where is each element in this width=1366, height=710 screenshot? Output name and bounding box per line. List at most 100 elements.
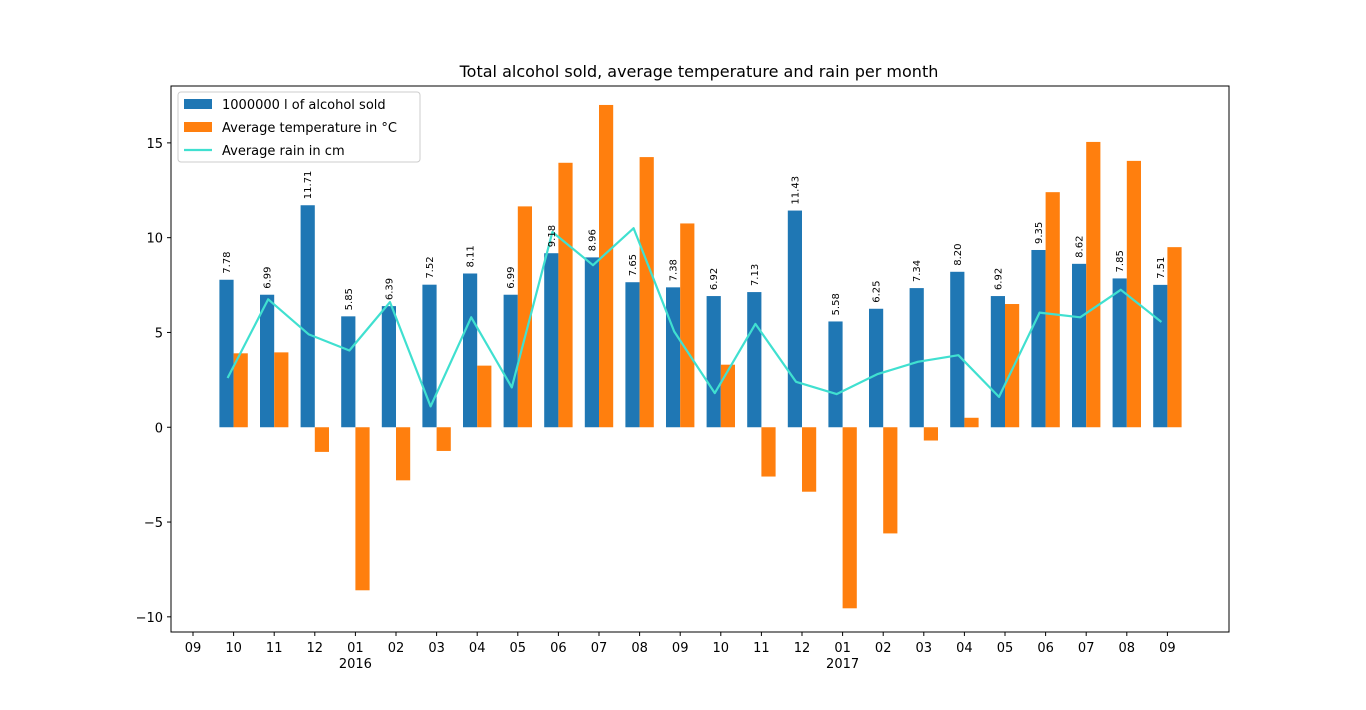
bar-alcohol (666, 287, 681, 428)
bar-temperature (396, 427, 411, 481)
bar-temperature (1005, 304, 1020, 428)
bar-alcohol (381, 306, 396, 428)
bar-alcohol (503, 294, 518, 428)
bar-alcohol (219, 279, 234, 428)
bar-alcohol (300, 205, 315, 428)
x-tick-label: 05 (997, 641, 1014, 656)
bar-alcohol (584, 257, 599, 428)
x-year-label: 2016 (339, 657, 372, 672)
x-tick-label: 08 (1119, 641, 1136, 656)
bars-alcohol (219, 205, 1168, 428)
bar-temperature (883, 427, 898, 534)
bar-value-label: 7.34 (912, 260, 923, 282)
bar-value-label: 7.13 (750, 264, 761, 286)
bar-alcohol (1072, 263, 1087, 428)
x-tick-label: 03 (916, 641, 933, 656)
bar-value-label: 9.18 (547, 225, 558, 247)
x-tick-label: 08 (631, 641, 648, 656)
bar-temperature (233, 353, 248, 428)
y-tick-label: 15 (146, 137, 163, 152)
rain-line-group (226, 227, 1163, 408)
bar-value-label: 8.11 (466, 245, 477, 267)
legend-label: Average temperature in °C (222, 121, 397, 136)
bar-alcohol (828, 321, 843, 428)
bar-temperature (680, 223, 695, 428)
x-tick-label: 05 (510, 641, 527, 656)
x-year-label: 2017 (826, 657, 859, 672)
bar-value-label: 8.20 (953, 244, 964, 266)
bar-alcohol (869, 308, 884, 428)
x-tick-label: 10 (225, 641, 242, 656)
bar-alcohol (260, 294, 275, 428)
bar-temperature (964, 417, 979, 428)
bar-temperature (720, 364, 735, 428)
bar-alcohol (1112, 278, 1127, 428)
bar-temperature (274, 352, 289, 428)
plot-area: 7.78 6.99 11.71 5.85 6.39 7.52 8.11 6.99 9.18 8.9… (219, 104, 1182, 609)
legend-swatch-alcohol (184, 99, 212, 109)
x-tick-label: 11 (266, 641, 283, 656)
bar-value-label: 6.92 (993, 268, 1004, 290)
bar-value-label: 6.92 (709, 268, 720, 290)
legend-swatch-temperature (184, 122, 212, 132)
bar-temperature (436, 427, 451, 451)
bar-value-label: 7.65 (628, 254, 639, 276)
bar-temperature (1045, 192, 1060, 428)
bar-alcohol (909, 288, 924, 428)
bar-alcohol (1031, 249, 1046, 428)
x-tick-label: 09 (1159, 641, 1176, 656)
bar-temperature (802, 427, 817, 492)
bar-value-label: 7.38 (669, 259, 680, 281)
x-tick-label: 03 (428, 641, 445, 656)
bar-temperature (1126, 160, 1141, 428)
bar-temperature (761, 427, 776, 477)
y-tick-label: 0 (155, 421, 163, 436)
y-tick-label: 10 (146, 232, 163, 247)
x-tick-label: 07 (591, 641, 608, 656)
bar-value-label: 7.51 (1156, 257, 1167, 279)
y-tick-label: −10 (136, 611, 163, 626)
bar-value-label: 7.78 (222, 251, 233, 273)
bar-alcohol (787, 210, 802, 428)
x-tick-label: 04 (956, 641, 973, 656)
y-tick-label: −5 (144, 516, 163, 531)
legend: 1000000 l of alcohol sold Average tempera… (177, 91, 421, 163)
bar-value-label: 8.62 (1075, 236, 1086, 258)
bar-value-label: 7.85 (1115, 250, 1126, 272)
bar-value-label: 5.85 (344, 288, 355, 310)
bar-value-label: 6.25 (872, 280, 883, 302)
bar-value-label: 11.71 (303, 171, 314, 200)
y-tick-label: 5 (155, 326, 163, 341)
bar-alcohol (706, 296, 721, 428)
bar-alcohol (747, 292, 762, 428)
chart-title: Total alcohol sold, average temperature … (459, 62, 939, 81)
bar-alcohol (463, 273, 478, 428)
bar-value-label: 9.35 (1034, 222, 1045, 244)
rain-line (226, 227, 1163, 408)
bar-value-label: 6.39 (384, 278, 395, 300)
x-tick-label: 09 (672, 641, 689, 656)
bar-value-label: 8.96 (587, 229, 598, 251)
bar-alcohol (625, 282, 640, 428)
bar-temperature (639, 157, 654, 428)
bar-temperature (599, 104, 614, 428)
bar-temperature (355, 427, 370, 591)
bar-alcohol (1153, 284, 1168, 428)
bar-alcohol (341, 316, 356, 428)
x-axis: 09 10 11 12 01 02 03 04 05 06 07 08 09 10 11 12 01 02 03 04… (185, 632, 1176, 672)
bar-value-label: 7.52 (425, 256, 436, 278)
bar-alcohol (990, 296, 1005, 428)
x-tick-label: 11 (753, 641, 770, 656)
y-axis: −10 −5 0 5 10 15 (136, 137, 171, 626)
bars-temperature (233, 104, 1182, 609)
bar-temperature (1167, 247, 1182, 428)
bar-alcohol (950, 271, 965, 428)
bar-value-label: 5.58 (831, 293, 842, 315)
bar-temperature (842, 427, 857, 609)
bar-temperature (558, 162, 573, 428)
x-tick-label: 02 (875, 641, 892, 656)
bar-alcohol (544, 253, 559, 428)
x-tick-label: 01 (834, 641, 851, 656)
